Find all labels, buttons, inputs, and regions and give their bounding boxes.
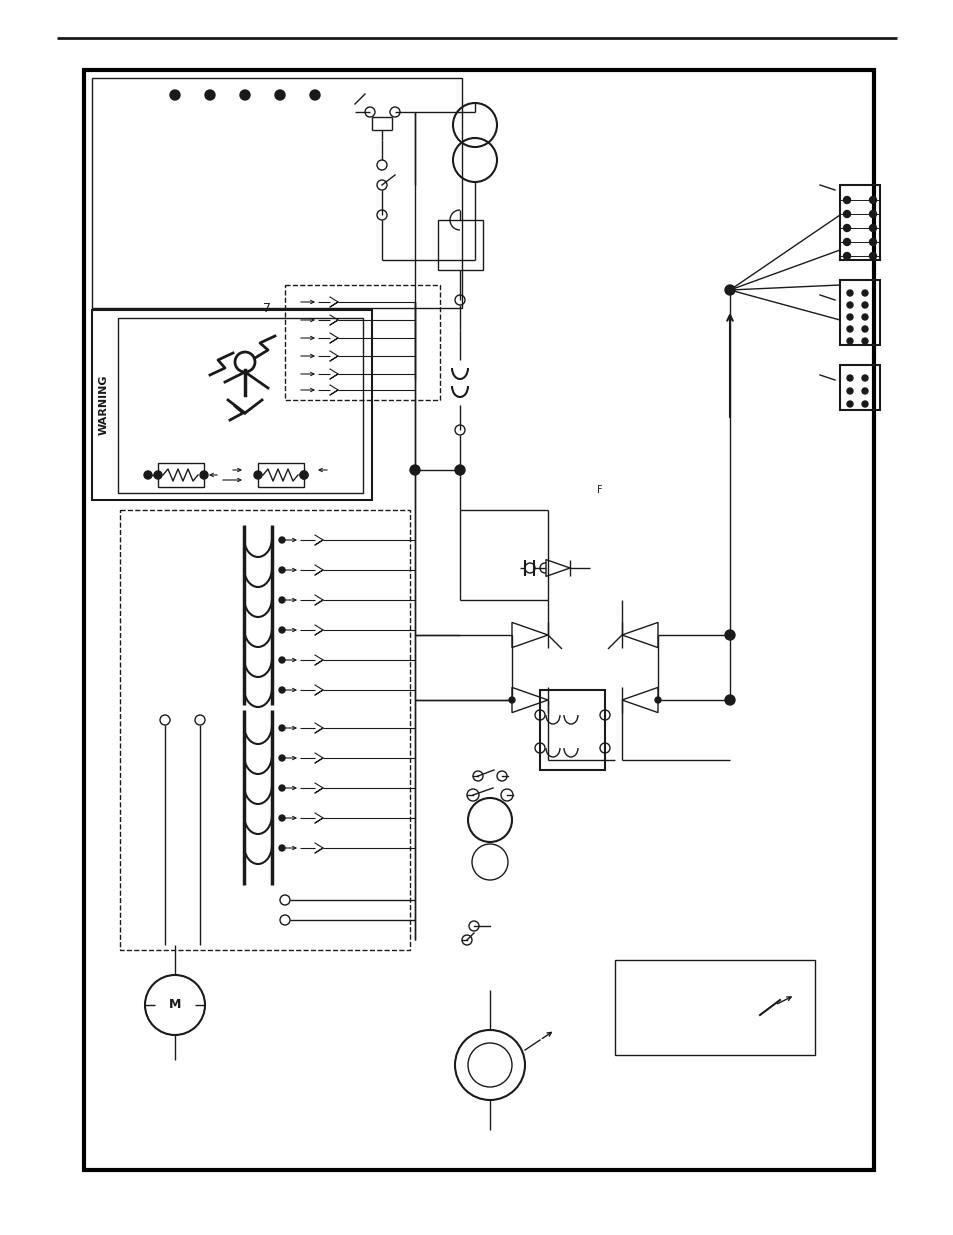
Circle shape [842, 196, 850, 204]
Circle shape [274, 90, 285, 100]
Circle shape [278, 657, 285, 663]
Circle shape [144, 471, 152, 479]
Circle shape [299, 471, 308, 479]
Bar [118, 317, 363, 493]
Circle shape [240, 90, 250, 100]
Bar [437, 220, 482, 270]
Circle shape [868, 238, 876, 246]
Polygon shape [512, 688, 547, 713]
Text: WARNING: WARNING [99, 374, 109, 435]
Circle shape [278, 537, 285, 543]
Circle shape [862, 326, 867, 332]
Text: 7: 7 [263, 301, 271, 315]
Circle shape [862, 290, 867, 296]
Polygon shape [621, 688, 658, 713]
Circle shape [846, 303, 852, 308]
Bar [120, 510, 410, 950]
Circle shape [862, 338, 867, 345]
Bar [840, 185, 879, 261]
Bar [840, 366, 879, 410]
Circle shape [862, 401, 867, 408]
Circle shape [868, 252, 876, 259]
Circle shape [278, 567, 285, 573]
Circle shape [200, 471, 208, 479]
Circle shape [278, 687, 285, 693]
Circle shape [410, 466, 419, 475]
Circle shape [842, 225, 850, 231]
Circle shape [278, 755, 285, 761]
Circle shape [868, 210, 876, 217]
Circle shape [842, 238, 850, 246]
Circle shape [846, 375, 852, 382]
Circle shape [846, 314, 852, 320]
Circle shape [842, 252, 850, 259]
Circle shape [278, 785, 285, 790]
Bar [91, 310, 372, 500]
Circle shape [862, 314, 867, 320]
Bar [539, 690, 604, 769]
Bar [257, 463, 304, 487]
Circle shape [170, 90, 180, 100]
Circle shape [862, 375, 867, 382]
Text: F: F [597, 485, 602, 495]
Circle shape [862, 388, 867, 394]
Circle shape [724, 285, 734, 295]
Circle shape [278, 725, 285, 731]
Circle shape [846, 401, 852, 408]
Circle shape [278, 845, 285, 851]
Circle shape [278, 815, 285, 821]
Circle shape [862, 303, 867, 308]
Polygon shape [545, 559, 569, 577]
Circle shape [455, 466, 464, 475]
Bar [615, 960, 814, 1055]
Bar [158, 463, 204, 487]
Circle shape [278, 627, 285, 634]
Circle shape [655, 697, 660, 703]
Circle shape [205, 90, 214, 100]
Text: M: M [169, 999, 181, 1011]
Circle shape [868, 225, 876, 231]
Bar [285, 285, 439, 400]
Circle shape [278, 597, 285, 603]
Bar [84, 70, 873, 1170]
Circle shape [868, 196, 876, 204]
Circle shape [846, 388, 852, 394]
Circle shape [846, 338, 852, 345]
Bar [840, 280, 879, 345]
Circle shape [842, 210, 850, 217]
Circle shape [299, 471, 308, 479]
Circle shape [846, 326, 852, 332]
Bar [91, 78, 461, 308]
Circle shape [253, 471, 262, 479]
Circle shape [153, 471, 162, 479]
Circle shape [724, 630, 734, 640]
Circle shape [724, 695, 734, 705]
Circle shape [509, 697, 515, 703]
Polygon shape [621, 622, 658, 647]
Polygon shape [512, 622, 547, 647]
Circle shape [846, 290, 852, 296]
Circle shape [310, 90, 319, 100]
